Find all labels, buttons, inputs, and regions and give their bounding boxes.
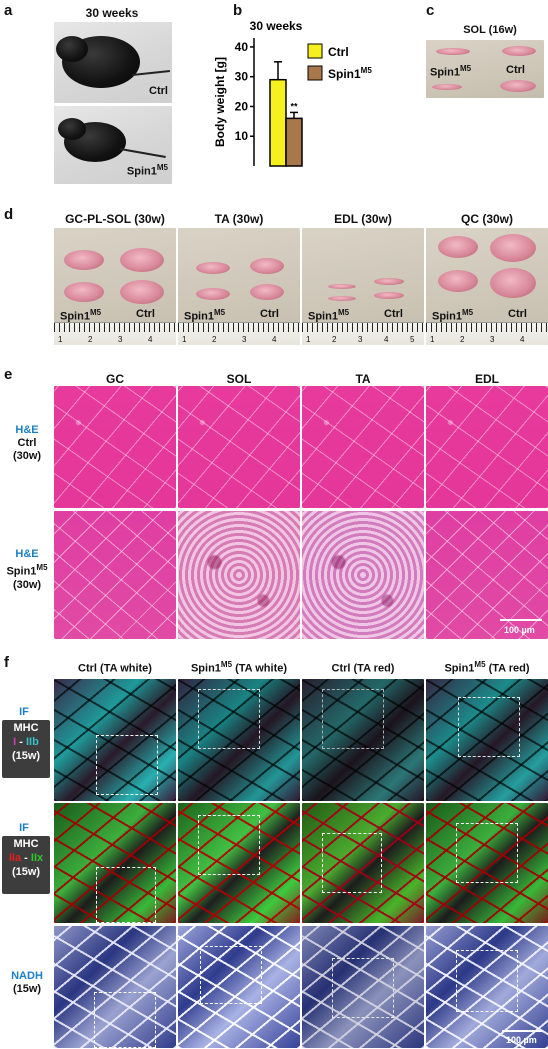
sol-label-ctrl: Ctrl [506, 64, 525, 76]
bar-spin1m5 [285, 117, 303, 167]
if2-ctrl-ta-red [302, 803, 424, 923]
mouse-label-ctrl: Ctrl [149, 85, 168, 97]
d-label-spin1m5-4: Spin1M5 [432, 308, 474, 323]
chart-title: 30 weeks [250, 19, 303, 33]
panel-a-letter: a [4, 2, 13, 19]
e-col-ta: TA [355, 372, 371, 386]
f-scale-label: 100 µm [506, 1035, 537, 1045]
sol-muscle-photo: Spin1M5 Ctrl [426, 40, 544, 98]
panel-e-letter: e [4, 366, 13, 383]
d-photo-qc: Spin1M5 Ctrl 1 2 3 4 [426, 228, 548, 345]
f-row1-method: IF [19, 706, 29, 718]
e-scale-bar [500, 619, 542, 621]
bar-ctrl [269, 78, 287, 167]
d-title-gc-pl-sol: GC-PL-SOL (30w) [65, 212, 165, 226]
f-scale-bar [502, 1030, 542, 1032]
d-label-spin1m5-2: Spin1M5 [184, 308, 226, 323]
d-label-spin1m5-3: Spin1M5 [308, 308, 350, 323]
d-title-qc: QC (30w) [460, 212, 513, 226]
if1-spin1m5-ta-red [426, 679, 548, 801]
if2-ctrl-ta-white [54, 803, 176, 923]
d-photo-ta: Spin1M5 Ctrl 1 2 3 4 [178, 228, 300, 345]
panel-d-letter: d [4, 206, 14, 223]
ruler: 1 2 3 4 [426, 322, 548, 345]
legend-swatch [307, 65, 323, 81]
d-label-ctrl-4: Ctrl [508, 308, 527, 320]
d-photo-gc-pl-sol: Spin1M5 Ctrl 1 2 3 4 [54, 228, 176, 345]
panel-c-title: SOL (16w) [463, 24, 517, 36]
mouse-photo-spin1m5: Spin1M5 [54, 106, 172, 184]
e-col-gc: GC [106, 372, 124, 386]
mouse-photo-ctrl: Ctrl [54, 22, 172, 103]
if2-spin1m5-ta-white [178, 803, 300, 923]
d-label-ctrl-3: Ctrl [384, 308, 403, 320]
f-col-ctrl-ta-white: Ctrl (TA white) [78, 662, 152, 675]
ruler: 1 2 3 4 [54, 322, 176, 345]
body-weight-chart: 30 weeks 10 20 30 40 Body weight [g] ** Ctrl Spi… [214, 19, 372, 167]
he-spin1m5-edl: 100 µm [426, 511, 548, 639]
if1-ctrl-ta-red [302, 679, 424, 801]
y-tick-label: 30 [235, 70, 249, 84]
if1-ctrl-ta-white [54, 679, 176, 801]
panel-c-letter: c [426, 2, 435, 19]
nadh-ctrl-ta-red [302, 926, 424, 1048]
d-label-spin1m5-1: Spin1M5 [60, 308, 102, 323]
y-tick-label: 10 [235, 129, 249, 143]
panel-f-letter: f [4, 654, 9, 671]
he-ctrl-gc [54, 386, 176, 508]
panel-b-letter: b [233, 2, 243, 19]
panel-a-title: 30 weeks [85, 6, 139, 20]
he-spin1m5-ta [302, 511, 424, 639]
e-row-label-spin1m5: H&E Spin1M5 (30w) [6, 548, 48, 591]
he-ctrl-sol [178, 386, 300, 508]
y-tick-label: 40 [235, 40, 249, 54]
d-title-edl: EDL (30w) [334, 212, 392, 226]
he-spin1m5-sol [178, 511, 300, 639]
mouse-label-spin1m5: Spin1M5 [126, 163, 168, 178]
legend-swatch [307, 43, 323, 59]
d-label-ctrl-1: Ctrl [136, 308, 155, 320]
e-row-label-ctrl: H&E Ctrl (30w) [12, 424, 42, 462]
f-row3-label: NADH (15w) [11, 970, 43, 995]
he-ctrl-ta [302, 386, 424, 508]
ruler: 1 2 3 4 [178, 322, 300, 345]
nadh-spin1m5-ta-red: 100 µm [426, 926, 548, 1048]
d-photo-edl: Spin1M5 Ctrl 1 2 3 4 5 [302, 228, 424, 345]
nadh-spin1m5-ta-white [178, 926, 300, 1048]
significance-marker: ** [290, 101, 298, 111]
f-row2-method: IF [19, 822, 29, 834]
legend-label: Ctrl [328, 45, 349, 59]
d-title-ta: TA (30w) [214, 212, 264, 226]
f-col-spin1m5-ta-red: Spin1M5 (TA red) [444, 660, 530, 675]
sol-label-spin1m5: Spin1M5 [430, 64, 472, 79]
nadh-ctrl-ta-white [54, 926, 176, 1048]
he-spin1m5-gc [54, 511, 176, 639]
f-col-spin1m5-ta-white: Spin1M5 (TA white) [190, 660, 288, 675]
e-col-sol: SOL [226, 372, 252, 386]
f-row2-tag: MHC IIa - IIx (15w) [2, 836, 50, 894]
y-axis-label: Body weight [g] [214, 57, 227, 147]
f-col-ctrl-ta-red: Ctrl (TA red) [331, 662, 395, 675]
d-label-ctrl-2: Ctrl [260, 308, 279, 320]
if2-spin1m5-ta-red [426, 803, 548, 923]
ruler: 1 2 3 4 5 [302, 322, 424, 345]
y-tick-label: 20 [235, 99, 249, 113]
e-scale-label: 100 µm [504, 625, 535, 635]
f-row1-tag: MHC I - IIb (15w) [2, 720, 50, 778]
legend-label: Spin1M5 [328, 66, 372, 81]
if1-spin1m5-ta-white [178, 679, 300, 801]
e-col-edl: EDL [475, 372, 499, 386]
he-ctrl-edl [426, 386, 548, 508]
